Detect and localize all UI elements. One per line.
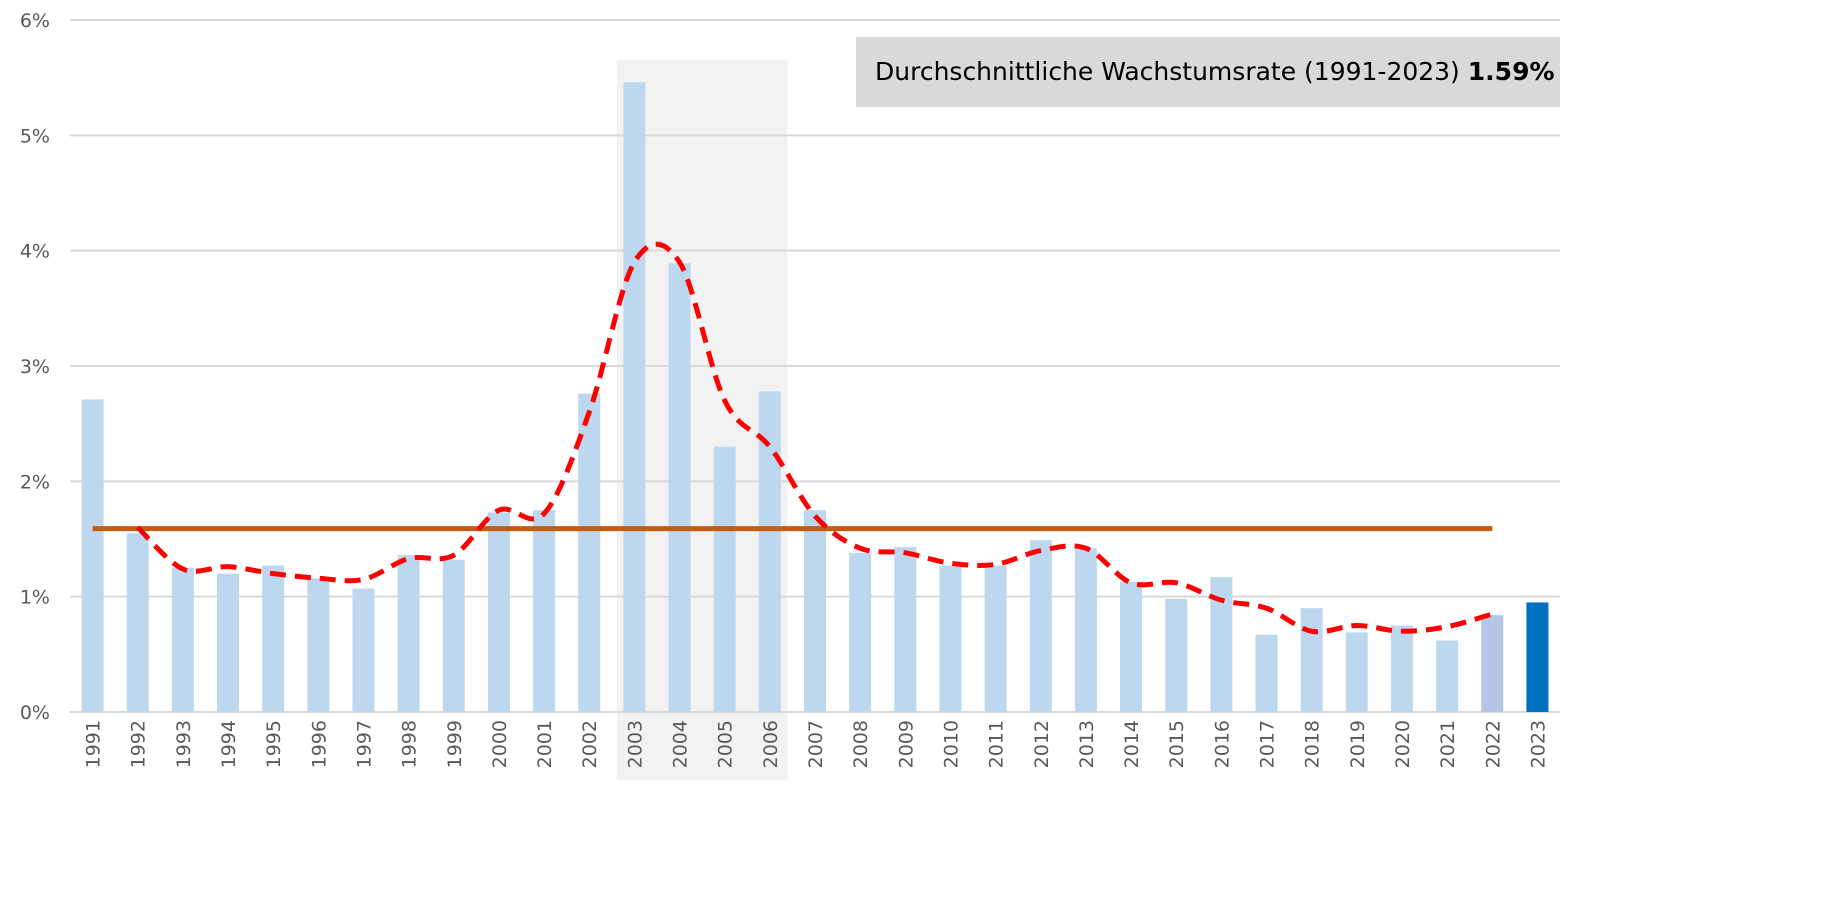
x-tick-label: 2002 <box>579 720 601 768</box>
x-tick-label: 1998 <box>399 720 421 768</box>
bar <box>1165 598 1188 712</box>
x-tick-label: 2011 <box>986 720 1008 768</box>
bar <box>984 565 1007 712</box>
bar <box>81 399 104 712</box>
annotation-text: Durchschnittliche Wachstumsrate (1991-20… <box>875 57 1460 86</box>
x-tick-label: 2003 <box>624 720 646 768</box>
x-tick-label: 1993 <box>173 720 195 768</box>
x-tick-label: 2018 <box>1302 720 1324 768</box>
x-tick-label: 2012 <box>1031 720 1053 768</box>
bar <box>1210 577 1233 712</box>
bar <box>126 533 149 712</box>
x-tick-label: 1991 <box>83 720 105 768</box>
bar <box>1345 632 1368 712</box>
bar <box>804 510 826 712</box>
bar <box>1255 634 1278 712</box>
y-tick-label: 6% <box>20 10 50 32</box>
x-tick-label: 2000 <box>489 720 511 768</box>
x-tick-label: 2015 <box>1166 720 1188 768</box>
bar <box>1481 615 1504 712</box>
bar <box>1074 548 1097 712</box>
bar <box>533 510 556 712</box>
x-tick-label: 2001 <box>534 720 556 768</box>
bar <box>442 559 465 712</box>
x-tick-label: 2023 <box>1527 720 1549 768</box>
bar <box>894 547 917 712</box>
x-tick-label: 2017 <box>1257 720 1279 768</box>
annotation: Durchschnittliche Wachstumsrate (1991-20… <box>875 57 1555 86</box>
trend-line <box>135 241 1493 635</box>
x-tick-label: 2022 <box>1482 720 1504 768</box>
x-tick-label: 1992 <box>128 720 150 768</box>
y-tick-label: 3% <box>20 356 50 378</box>
bar <box>758 391 781 712</box>
bar <box>487 512 510 712</box>
x-tick-label: 1997 <box>353 720 375 768</box>
x-tick-label: 2005 <box>715 720 737 768</box>
bar <box>713 446 736 712</box>
bar <box>217 573 240 712</box>
bar <box>849 552 872 712</box>
bar <box>668 263 691 712</box>
bar <box>1120 581 1143 712</box>
x-tick-label: 2010 <box>940 720 962 768</box>
y-tick-label: 0% <box>20 702 50 724</box>
y-tick-label: 1% <box>20 587 50 609</box>
y-tick-label: 2% <box>20 471 50 493</box>
annotation-value: 1.59% <box>1468 57 1555 86</box>
x-tick-label: 1995 <box>263 720 285 768</box>
x-tick-label: 1999 <box>444 720 466 768</box>
x-tick-label: 2020 <box>1392 720 1414 768</box>
bar <box>262 565 285 712</box>
x-tick-label: 1996 <box>308 720 330 768</box>
bar <box>1526 602 1549 712</box>
bar <box>1300 608 1323 712</box>
x-tick-label: 1994 <box>218 720 240 768</box>
x-tick-label: 2004 <box>670 720 692 768</box>
x-tick-label: 2014 <box>1121 720 1143 768</box>
x-tick-label: 2016 <box>1211 720 1233 768</box>
bar <box>397 555 420 712</box>
x-tick-label: 2013 <box>1076 720 1098 768</box>
x-tick-label: 2008 <box>850 720 872 768</box>
y-tick-label: 4% <box>20 241 50 263</box>
bar <box>352 588 375 712</box>
bar <box>1029 540 1052 712</box>
x-tick-label: 2019 <box>1347 720 1369 768</box>
bar <box>1390 625 1413 712</box>
x-tick-label: 2009 <box>895 720 917 768</box>
annotation-box <box>856 37 1560 107</box>
x-tick-label: 2006 <box>760 720 782 768</box>
bar <box>623 82 646 712</box>
bar <box>171 567 194 712</box>
bar <box>578 393 601 712</box>
bar <box>939 565 962 712</box>
x-tick-label: 2007 <box>805 720 827 768</box>
y-tick-label: 5% <box>20 125 50 147</box>
bar <box>1436 640 1459 712</box>
x-tick-label: 2021 <box>1437 720 1459 768</box>
bar <box>307 578 330 712</box>
